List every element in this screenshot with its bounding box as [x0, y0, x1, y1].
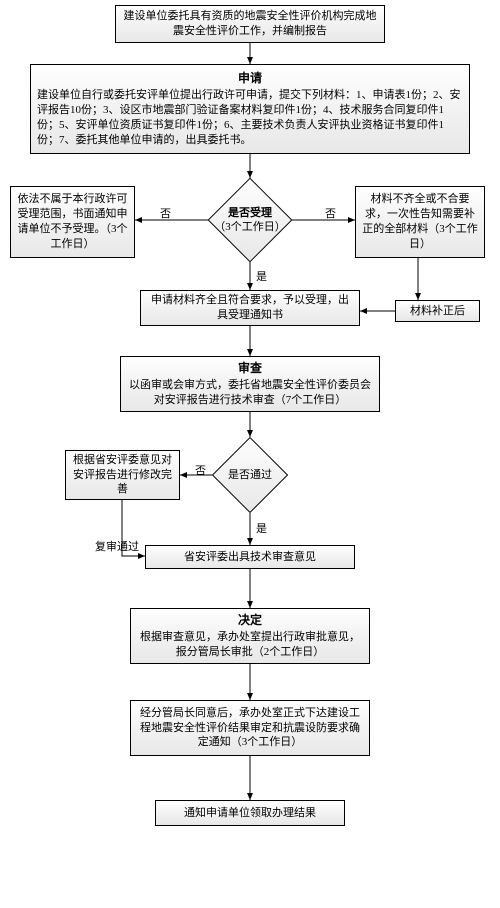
node-incomplete: 材料不齐全或不合要求，一次性告知需要补正的全部材料（3个工作日）	[355, 186, 485, 258]
edge-label-reexam: 复审通过	[95, 538, 139, 554]
node-notify: 通知申请单位领取办理结果	[155, 800, 345, 826]
diamond-line1: 是否受理	[228, 206, 272, 220]
node-after-correction: 材料补正后	[395, 300, 480, 322]
node-title: 审查	[127, 360, 373, 376]
diamond-accept-label: 是否受理 （3个工作日）	[200, 201, 300, 239]
flowchart-canvas: 建设单位委托具有资质的地震安全性评价机构完成地震安全性评价工作，并编制报告 申请…	[0, 0, 500, 908]
node-text: 省安评委出具技术审查意见	[152, 550, 348, 565]
node-reject-scope: 依法不属于本行政许可受理范围，书面通知申请单位不予受理。（3个工作日）	[10, 186, 135, 258]
node-apply: 申请 建设单位自行或委托安评单位提出行政许可申请，提交下列材料：1、申请表1份；…	[30, 64, 470, 154]
node-text: 通知申请单位领取办理结果	[162, 806, 338, 821]
node-text: 材料不齐全或不合要求，一次性告知需要补正的全部材料（3个工作日）	[362, 192, 478, 251]
node-opinion: 省安评委出具技术审查意见	[145, 545, 355, 569]
node-text: 材料补正后	[402, 304, 473, 319]
node-start: 建设单位委托具有资质的地震安全性评价机构完成地震安全性评价工作，并编制报告	[115, 5, 385, 43]
edge-label-no-left: 否	[160, 205, 171, 221]
edge-label-no-right: 否	[325, 205, 336, 221]
node-text: 以函审或会审方式，委托省地震安全性评价委员会对安评报告进行技术审查（7个工作日）	[127, 378, 373, 408]
diamond-pass-label: 是否通过	[210, 467, 290, 483]
node-issue: 经分管局长同意后，承办处室正式下达建设工程地震安全性评价结果审定和抗震设防要求确…	[130, 700, 370, 756]
edge-label-no-2: 否	[195, 462, 206, 478]
node-text: 根据审查意见，承办处室提出行政审批意见，报分管局长审批（2个工作日）	[137, 630, 363, 660]
diamond-line1: 是否通过	[228, 468, 272, 482]
node-text: 依法不属于本行政许可受理范围，书面通知申请单位不予受理。（3个工作日）	[17, 192, 128, 251]
edge-label-yes-2: 是	[256, 520, 267, 536]
edge-label-yes-1: 是	[256, 268, 267, 284]
node-text: 经分管局长同意后，承办处室正式下达建设工程地震安全性评价结果审定和抗震设防要求确…	[137, 706, 363, 751]
node-title: 决定	[137, 612, 363, 628]
node-text: 根据省安评委意见对安评报告进行修改完善	[72, 453, 173, 498]
node-text: 建设单位委托具有资质的地震安全性评价机构完成地震安全性评价工作，并编制报告	[122, 9, 378, 39]
node-revise: 根据省安评委意见对安评报告进行修改完善	[65, 450, 180, 500]
node-decision: 决定 根据审查意见，承办处室提出行政审批意见，报分管局长审批（2个工作日）	[130, 608, 370, 664]
node-text: 申请材料齐全且符合要求，予以受理，出具受理通知书	[147, 293, 353, 323]
node-accepted: 申请材料齐全且符合要求，予以受理，出具受理通知书	[140, 290, 360, 326]
node-title: 申请	[37, 70, 463, 86]
node-text: 建设单位自行或委托安评单位提出行政许可申请，提交下列材料：1、申请表1份；2、安…	[37, 88, 463, 147]
node-review: 审查 以函审或会审方式，委托省地震安全性评价委员会对安评报告进行技术审查（7个工…	[120, 356, 380, 412]
diamond-line2: （3个工作日）	[214, 220, 286, 234]
